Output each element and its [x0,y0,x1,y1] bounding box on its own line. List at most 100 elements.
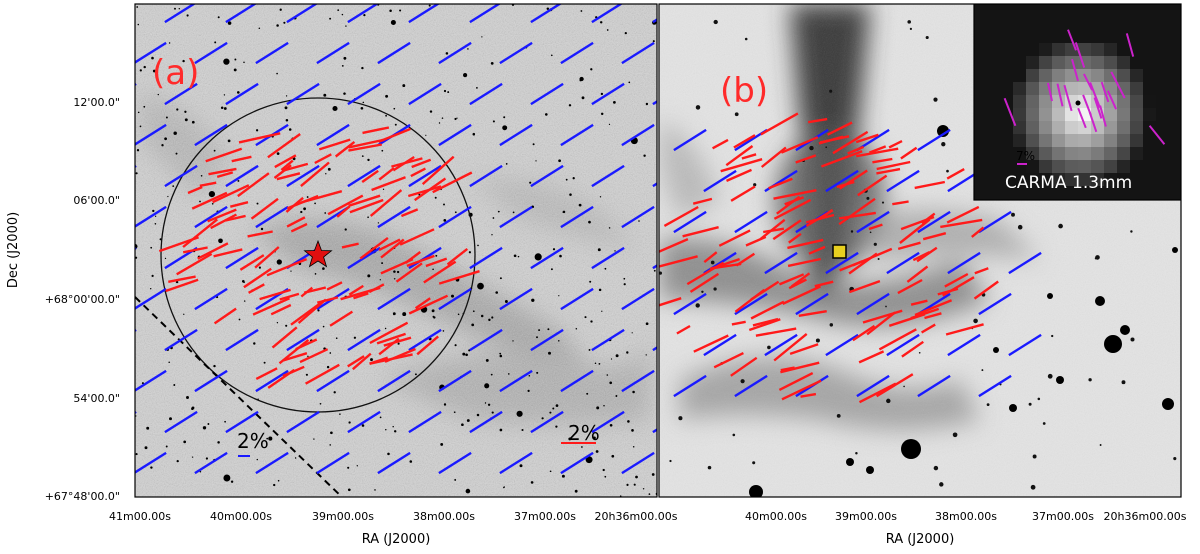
optical-vector [676,324,691,335]
planck-vector [856,210,890,234]
inset-pixel [1156,186,1169,199]
star-dot [651,473,655,476]
inset-pixel [1117,43,1130,56]
star-dot [447,91,450,94]
star-dot [394,123,397,126]
inset-pixel [1091,69,1104,82]
inset-pixel [1039,43,1052,56]
star-dot [885,305,887,308]
star-dot [314,202,316,205]
inset-pixel [1091,43,1104,56]
inset-pixel [1026,186,1039,199]
y-tick-label: 12'00.0" [73,96,120,109]
optical-vector [726,168,752,182]
inset-pixel [1026,121,1039,134]
star-dot [283,21,286,24]
optical-vector [868,145,887,154]
star-dot [749,485,763,497]
optical-vector [897,278,923,295]
star-dot [256,202,259,205]
star-dot [279,8,282,11]
star-dot [466,419,470,422]
star-dot [536,336,538,339]
blue-scale-label: 2% [237,429,269,453]
star-dot [329,352,332,354]
inset-pixel [1026,43,1039,56]
star-dot [393,107,396,110]
star-dot [392,312,396,316]
star-dot [136,6,139,8]
star-dot [243,61,245,64]
star-dot [200,175,203,177]
planck-vector [255,41,289,65]
star-dot [933,97,938,102]
inset-pixel [1117,147,1130,160]
star-dot [642,488,645,490]
star-dot [585,456,593,464]
inset-pixel [1000,173,1013,186]
optical-vector [231,155,252,163]
planck-vector [135,123,167,146]
planck-vector [408,246,442,270]
carma-vector [1088,111,1098,133]
star-dot [653,269,656,272]
inset-pixel [1169,4,1181,17]
inset-pixel [1078,121,1091,134]
x-tick-label: 40m00.00s [745,510,807,523]
inset-pixel [1026,160,1039,173]
inset-pixel [1000,17,1013,30]
star-dot [558,159,561,163]
optical-vector [368,283,385,294]
star-dot [1011,212,1015,217]
inset-pixel [1169,30,1181,43]
planck-vector [135,246,137,251]
inset-pixel [1117,69,1130,82]
star-dot [614,250,616,252]
star-dot [313,438,315,440]
optical-vector [247,230,273,238]
carma-vectors [1003,29,1166,145]
inset-pixel [1013,30,1026,43]
star-dot [633,483,636,486]
inset-pixel [1052,43,1065,56]
x-tick-label: 37m00.00s [1032,510,1094,523]
optical-vector [971,226,985,238]
star-dot [937,125,949,137]
optical-vector [888,140,903,149]
inset-pixel [1143,186,1156,199]
inset-pixel [1117,186,1130,199]
x-tick-label: 40m00.00s [210,510,272,523]
inset-pixel [1039,69,1052,82]
optical-vector [713,352,744,369]
optical-vector [290,222,308,233]
optical-vector [369,321,409,345]
panel-a: 2% 2% (a) [134,3,658,498]
star-dot [241,279,245,283]
inset-pixel [1052,121,1065,134]
optical-vector [916,246,938,263]
panel-b-infrared-image: (b) 7% CARMA 1.3mm [659,4,1181,497]
star-dot [136,149,140,152]
optical-vector [788,232,802,244]
optical-vector [318,138,351,151]
star-dot [441,117,444,119]
star-dot [589,280,592,283]
star-dot [144,446,148,450]
star-dot [360,106,364,110]
star-dot [855,451,858,455]
star-dot [491,234,493,236]
planck-vector [438,205,472,229]
planck-vector [734,292,768,316]
planck-vector [673,128,707,152]
planck-vector [978,374,1012,398]
star-dot [440,442,444,446]
star-dot [392,425,394,428]
inset-pixel [1026,95,1039,108]
inset-pixel [1143,4,1156,17]
star-dot [1058,223,1063,229]
carma-vector [1083,73,1093,91]
planck-vector [225,164,259,188]
inset-pixel [1156,17,1169,30]
star-dot [850,230,854,233]
optical-vector [659,237,689,254]
